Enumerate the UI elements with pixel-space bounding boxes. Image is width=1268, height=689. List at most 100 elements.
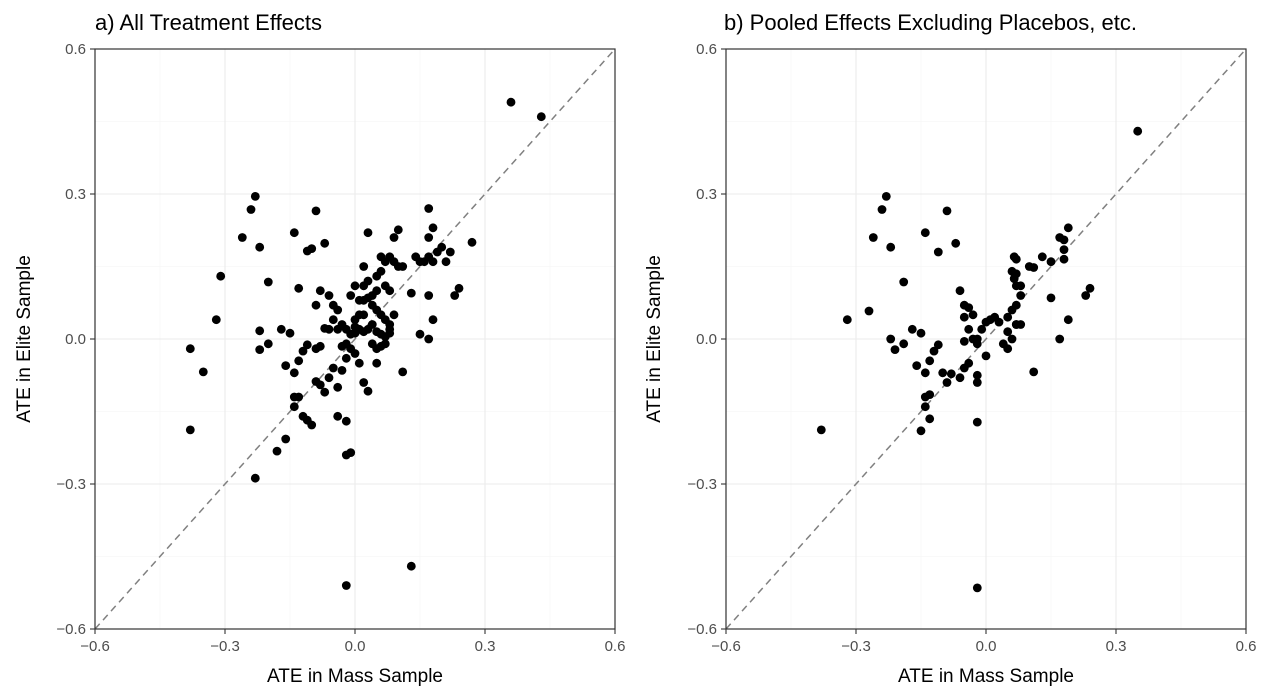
panel-a: −0.6 −0.3 0.0 0.3 0.6 −0.6 −0.3 0.0 0.3 0.6 a) All… xyxy=(14,10,625,687)
data-point xyxy=(1009,274,1019,283)
data-point xyxy=(881,192,891,201)
data-point xyxy=(337,366,347,375)
y-tick-label: 0.3 xyxy=(65,186,86,203)
data-point xyxy=(320,387,330,397)
data-point xyxy=(398,367,408,377)
data-point xyxy=(1011,300,1021,310)
data-point xyxy=(925,414,935,424)
data-point xyxy=(972,334,982,344)
data-point xyxy=(272,446,282,456)
data-point xyxy=(350,349,360,358)
data-point xyxy=(959,312,969,322)
data-point xyxy=(372,358,382,368)
data-point xyxy=(320,324,330,333)
data-point xyxy=(302,340,312,350)
identity-reference-line xyxy=(725,48,1247,630)
data-point xyxy=(359,310,369,320)
data-point xyxy=(1003,344,1013,354)
data-point xyxy=(428,315,438,325)
x-tick-label: −0.6 xyxy=(80,638,110,655)
data-point xyxy=(359,378,369,387)
data-point xyxy=(406,288,416,298)
data-point xyxy=(211,315,221,325)
data-point xyxy=(324,291,334,300)
data-point xyxy=(942,378,952,387)
data-point xyxy=(445,247,455,257)
x-tick-label: 0.6 xyxy=(1236,638,1257,655)
data-point xyxy=(972,583,982,593)
y-tick-label: 0.6 xyxy=(65,41,86,58)
data-point xyxy=(1009,252,1019,262)
data-point xyxy=(933,247,943,257)
data-point xyxy=(263,339,273,349)
data-point xyxy=(1007,334,1017,344)
data-point xyxy=(1059,245,1069,255)
data-point xyxy=(1063,223,1073,233)
data-point xyxy=(198,367,208,377)
data-point xyxy=(289,228,299,238)
data-point xyxy=(916,328,926,338)
data-point xyxy=(385,286,395,296)
data-point xyxy=(964,358,974,368)
data-point xyxy=(964,303,974,312)
y-tick-label: 0.0 xyxy=(696,331,717,348)
data-point xyxy=(363,228,373,238)
data-point xyxy=(289,368,299,378)
data-point xyxy=(428,257,438,267)
data-point xyxy=(1046,257,1056,267)
data-point xyxy=(1063,315,1073,325)
data-point xyxy=(428,223,438,233)
data-point xyxy=(899,339,909,349)
data-point xyxy=(289,402,299,412)
data-point xyxy=(1037,252,1047,262)
data-point xyxy=(964,324,974,334)
data-point xyxy=(328,363,338,373)
data-point xyxy=(341,353,351,363)
data-point xyxy=(942,206,952,216)
data-point xyxy=(424,334,434,344)
data-point xyxy=(363,386,373,396)
data-point xyxy=(938,368,948,378)
data-point xyxy=(315,286,325,296)
data-point xyxy=(454,283,464,293)
y-tick-label: 0.3 xyxy=(696,186,717,203)
data-point xyxy=(424,233,434,242)
data-point xyxy=(1081,291,1091,300)
data-point xyxy=(441,257,451,267)
data-point xyxy=(363,276,373,286)
data-point xyxy=(281,361,291,370)
data-point xyxy=(816,425,826,435)
data-point xyxy=(536,112,546,122)
data-point xyxy=(1085,283,1095,293)
data-point xyxy=(1003,312,1013,322)
x-tick-label: 0.3 xyxy=(475,638,496,655)
y-tick-label: 0.0 xyxy=(65,331,86,348)
x-tick-label: −0.3 xyxy=(841,638,871,655)
data-point xyxy=(255,345,265,354)
x-tick-label: 0.0 xyxy=(976,638,997,655)
y-tick-label: −0.6 xyxy=(56,621,86,638)
x-axis-title: ATE in Mass Sample xyxy=(267,666,443,687)
data-point xyxy=(877,205,887,214)
data-point xyxy=(354,358,364,368)
panel-title: b) Pooled Effects Excluding Placebos, et… xyxy=(724,10,1137,35)
data-point xyxy=(315,380,325,390)
data-point xyxy=(972,378,982,387)
data-point xyxy=(294,356,304,366)
data-point xyxy=(393,225,403,235)
data-point xyxy=(380,339,390,349)
data-point xyxy=(307,420,317,430)
data-point xyxy=(324,373,334,383)
data-point xyxy=(406,561,416,571)
data-point xyxy=(398,262,408,271)
data-point xyxy=(1059,235,1069,245)
data-point xyxy=(955,286,965,296)
data-point xyxy=(981,351,991,361)
data-point xyxy=(1011,320,1021,329)
data-point xyxy=(255,242,265,252)
data-point xyxy=(246,205,256,214)
data-point xyxy=(415,329,425,339)
data-point xyxy=(372,286,382,296)
data-point xyxy=(929,346,939,356)
data-point xyxy=(994,317,1004,327)
